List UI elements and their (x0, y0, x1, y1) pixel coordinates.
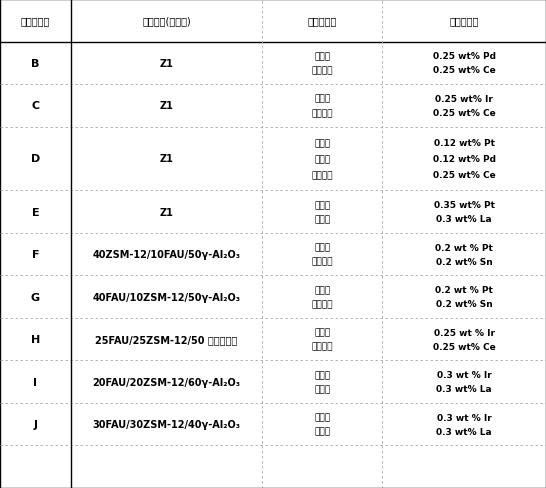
Text: 0.2 wt % Pt: 0.2 wt % Pt (435, 285, 493, 294)
Text: 金属浸渍量: 金属浸渍量 (449, 16, 479, 26)
Text: F: F (32, 250, 39, 260)
Text: 氯铱酸: 氯铱酸 (314, 328, 330, 337)
Text: 0.25 wt% Ce: 0.25 wt% Ce (433, 170, 495, 180)
Text: 0.3 wt % Ir: 0.3 wt % Ir (437, 413, 491, 422)
Text: Z1: Z1 (159, 207, 174, 217)
Text: 25FAU/25ZSM-12/50 拟薄水铝石: 25FAU/25ZSM-12/50 拟薄水铝石 (96, 334, 238, 345)
Text: 硝酸钯: 硝酸钯 (314, 52, 330, 61)
Text: I: I (33, 377, 38, 387)
Text: 氯铱酸: 氯铱酸 (314, 413, 330, 422)
Text: 四氯化锡: 四氯化锡 (311, 257, 333, 266)
Text: B: B (31, 59, 40, 69)
Text: 0.25 wt % Ir: 0.25 wt % Ir (434, 328, 495, 337)
Text: 硝酸亚铈: 硝酸亚铈 (311, 170, 333, 180)
Text: 40ZSM-12/10FAU/50γ-Al₂O₃: 40ZSM-12/10FAU/50γ-Al₂O₃ (92, 250, 241, 260)
Text: E: E (32, 207, 39, 217)
Text: 0.2 wt % Pt: 0.2 wt % Pt (435, 243, 493, 252)
Text: 硝酸钯: 硝酸钯 (314, 155, 330, 163)
Text: D: D (31, 154, 40, 164)
Text: 氯铂酸: 氯铂酸 (314, 285, 330, 294)
Text: 0.25 wt% Ce: 0.25 wt% Ce (433, 66, 495, 75)
Text: 20FAU/20ZSM-12/60γ-Al₂O₃: 20FAU/20ZSM-12/60γ-Al₂O₃ (92, 377, 241, 387)
Text: 硝酸亚铈: 硝酸亚铈 (311, 342, 333, 351)
Text: 氯铂酸: 氯铂酸 (314, 243, 330, 252)
Text: 氯铱酸: 氯铱酸 (314, 370, 330, 379)
Text: 催化剂编号: 催化剂编号 (21, 16, 50, 26)
Text: Z1: Z1 (159, 101, 174, 111)
Text: 碳酸镧: 碳酸镧 (314, 427, 330, 436)
Text: 四氯化锡: 四氯化锡 (311, 300, 333, 308)
Text: 30FAU/30ZSM-12/40γ-Al₂O₃: 30FAU/30ZSM-12/40γ-Al₂O₃ (92, 419, 241, 429)
Text: 硝酸亚铈: 硝酸亚铈 (311, 66, 333, 75)
Text: 载体组成(重量比): 载体组成(重量比) (142, 16, 191, 26)
Text: 氯铂酸: 氯铂酸 (314, 139, 330, 148)
Text: 氯铂酸: 氯铂酸 (314, 201, 330, 209)
Text: 金属前驱物: 金属前驱物 (307, 16, 337, 26)
Text: 硝酸亚铈: 硝酸亚铈 (311, 109, 333, 118)
Text: 0.25 wt% Ce: 0.25 wt% Ce (433, 342, 495, 351)
Text: 0.12 wt% Pt: 0.12 wt% Pt (434, 139, 495, 148)
Text: H: H (31, 334, 40, 345)
Text: 硝酸镧: 硝酸镧 (314, 215, 330, 224)
Text: 0.2 wt% Sn: 0.2 wt% Sn (436, 257, 492, 266)
Text: 0.3 wt% La: 0.3 wt% La (436, 385, 492, 393)
Text: Z1: Z1 (159, 59, 174, 69)
Text: 0.2 wt% Sn: 0.2 wt% Sn (436, 300, 492, 308)
Text: Z1: Z1 (159, 154, 174, 164)
Text: 0.3 wt% La: 0.3 wt% La (436, 427, 492, 436)
Text: 0.25 wt% Pd: 0.25 wt% Pd (432, 52, 496, 61)
Text: 40FAU/10ZSM-12/50γ-Al₂O₃: 40FAU/10ZSM-12/50γ-Al₂O₃ (92, 292, 241, 302)
Text: C: C (32, 101, 39, 111)
Text: 0.12 wt% Pd: 0.12 wt% Pd (432, 155, 496, 163)
Text: 0.3 wt% La: 0.3 wt% La (436, 215, 492, 224)
Text: 碳酸镧: 碳酸镧 (314, 385, 330, 393)
Text: G: G (31, 292, 40, 302)
Text: J: J (33, 419, 38, 429)
Text: 0.35 wt% Pt: 0.35 wt% Pt (434, 201, 495, 209)
Text: 0.25 wt% Ir: 0.25 wt% Ir (435, 95, 493, 103)
Text: 0.25 wt% Ce: 0.25 wt% Ce (433, 109, 495, 118)
Text: 0.3 wt % Ir: 0.3 wt % Ir (437, 370, 491, 379)
Text: 氯铱酸: 氯铱酸 (314, 95, 330, 103)
